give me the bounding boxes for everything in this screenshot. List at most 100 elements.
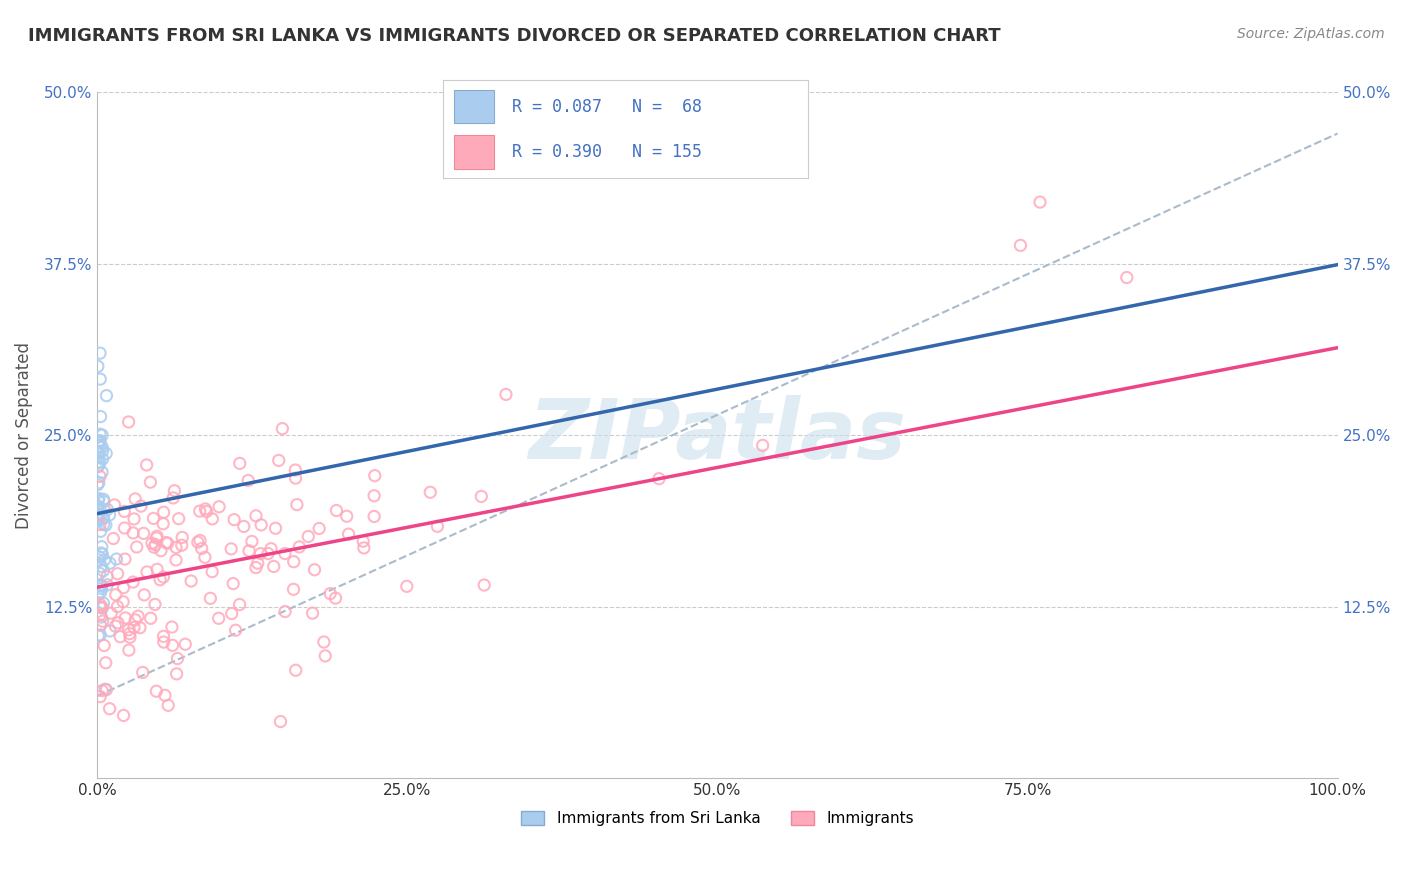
Point	[87, 459, 110, 474]
Point	[89, 599, 111, 614]
Text: ZIPatlas: ZIPatlas	[529, 395, 907, 475]
Point	[284, 471, 307, 485]
Point	[304, 563, 326, 577]
Point	[229, 456, 252, 470]
Point	[146, 529, 169, 543]
Point	[245, 560, 267, 574]
Point	[90, 600, 112, 615]
Point	[96, 389, 118, 403]
Point	[90, 546, 112, 560]
Point	[107, 615, 129, 630]
Point	[91, 451, 114, 466]
Point	[90, 508, 112, 522]
Point	[136, 565, 159, 579]
Point	[89, 427, 111, 442]
Point	[180, 574, 202, 588]
Point	[89, 501, 111, 516]
Point	[1029, 195, 1052, 210]
Legend: Immigrants from Sri Lanka, Immigrants: Immigrants from Sri Lanka, Immigrants	[516, 805, 920, 832]
Text: R = 0.390   N = 155: R = 0.390 N = 155	[512, 143, 703, 161]
Point	[1010, 238, 1032, 252]
Point	[90, 585, 112, 599]
Point	[90, 582, 112, 596]
Point	[103, 498, 125, 512]
Point	[153, 688, 176, 702]
Point	[87, 499, 110, 513]
Point	[269, 714, 291, 729]
Point	[91, 428, 114, 442]
Point	[90, 579, 112, 593]
Point	[122, 575, 145, 590]
Point	[94, 682, 117, 697]
Point	[98, 624, 121, 638]
Point	[162, 638, 184, 652]
Point	[93, 492, 115, 507]
Point	[308, 521, 330, 535]
Point	[89, 346, 111, 360]
Point	[174, 637, 197, 651]
Point	[200, 591, 222, 606]
Point	[134, 588, 156, 602]
Point	[143, 598, 166, 612]
Point	[648, 472, 671, 486]
Point	[363, 509, 385, 524]
Point	[86, 446, 108, 460]
Point	[87, 450, 110, 465]
Point	[89, 517, 111, 532]
Point	[170, 538, 193, 552]
Point	[139, 475, 162, 490]
Point	[142, 511, 165, 525]
Point	[172, 530, 194, 544]
Point	[122, 525, 145, 540]
Point	[89, 549, 111, 564]
Point	[89, 434, 111, 448]
Point	[187, 535, 209, 549]
Point	[283, 582, 305, 597]
Point	[90, 579, 112, 593]
Point	[201, 512, 224, 526]
Point	[139, 611, 162, 625]
Point	[87, 493, 110, 508]
Text: IMMIGRANTS FROM SRI LANKA VS IMMIGRANTS DIVORCED OR SEPARATED CORRELATION CHART: IMMIGRANTS FROM SRI LANKA VS IMMIGRANTS …	[28, 27, 1001, 45]
Point	[132, 526, 155, 541]
Text: Source: ZipAtlas.com: Source: ZipAtlas.com	[1237, 27, 1385, 41]
Point	[285, 498, 308, 512]
Point	[160, 620, 183, 634]
Point	[245, 508, 267, 523]
Point	[222, 576, 245, 591]
Point	[87, 508, 110, 522]
Text: R = 0.087   N =  68: R = 0.087 N = 68	[512, 98, 703, 116]
Point	[89, 628, 111, 642]
Point	[325, 503, 347, 517]
Point	[89, 469, 111, 483]
Point	[225, 624, 247, 638]
Point	[93, 596, 115, 610]
Point	[129, 499, 152, 513]
Point	[188, 533, 211, 548]
Point	[118, 643, 141, 657]
Point	[250, 517, 273, 532]
Point	[94, 518, 117, 533]
Point	[238, 474, 260, 488]
Point	[190, 541, 212, 556]
Point	[166, 651, 188, 665]
Point	[118, 626, 141, 640]
Point	[157, 698, 180, 713]
Point	[162, 491, 184, 505]
Point	[86, 507, 108, 521]
Point	[87, 553, 110, 567]
Point	[89, 436, 111, 450]
Point	[472, 578, 495, 592]
Point	[165, 553, 187, 567]
Point	[145, 538, 167, 552]
Point	[470, 490, 492, 504]
Point	[152, 516, 174, 531]
Point	[89, 690, 111, 704]
Point	[104, 588, 127, 602]
Point	[91, 547, 114, 561]
Point	[495, 387, 517, 401]
Point	[96, 569, 118, 583]
Point	[314, 648, 336, 663]
Point	[91, 601, 114, 615]
Point	[312, 635, 335, 649]
